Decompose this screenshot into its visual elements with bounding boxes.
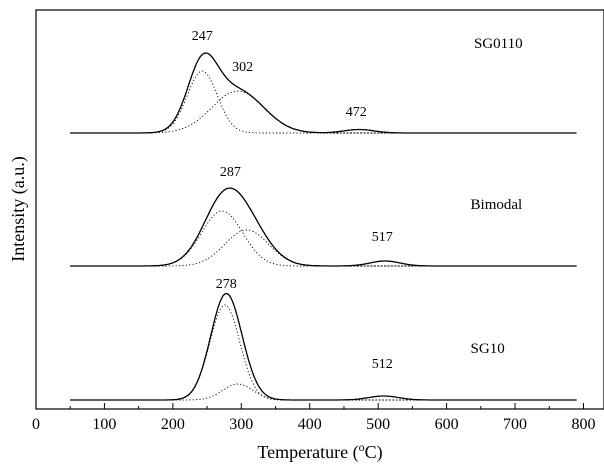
x-tick-label-500: 500 — [366, 416, 390, 433]
y-axis-title: Intensity (a.u.) — [8, 156, 29, 261]
x-tick-label-200: 200 — [161, 416, 185, 433]
series-label-bimodal: Bimodal — [471, 197, 523, 213]
peak-label-sg10-512: 512 — [372, 357, 393, 372]
x-axis-ticks: 0 100 200 300 400 500 600 700 800 — [32, 403, 595, 433]
peak-label-sg0110-247: 247 — [192, 29, 213, 44]
peak-label-sg10-278: 278 — [216, 277, 237, 292]
x-tick-label-400: 400 — [298, 416, 322, 433]
peak-label-sg0110-302: 302 — [232, 60, 253, 75]
curve-layer — [70, 52, 577, 401]
series-line-bimodal — [70, 187, 577, 267]
component-peak-sg0110-243 — [70, 70, 577, 134]
label-layer: SG0110 247 302 472 Bimodal 287 517 SG10 278 512 — [192, 29, 523, 372]
component-peak-bimodal-308 — [70, 229, 577, 267]
x-tick-label-800: 800 — [571, 416, 595, 433]
x-tick-label-100: 100 — [92, 416, 116, 433]
series-label-sg10: SG10 — [471, 341, 505, 357]
series-label-sg0110: SG0110 — [474, 36, 523, 52]
x-tick-label-300: 300 — [229, 416, 253, 433]
peak-label-sg0110-472: 472 — [346, 105, 367, 120]
peak-label-bimodal-517: 517 — [372, 230, 393, 245]
peak-label-bimodal-287: 287 — [220, 165, 241, 180]
x-axis-title: Temperature (oC) — [257, 440, 382, 463]
component-peak-bimodal-272 — [70, 210, 577, 267]
component-peak-sg10-295 — [70, 383, 577, 401]
x-axis-title-unit: C) — [365, 442, 383, 463]
component-peak-sg0110-295 — [70, 90, 577, 134]
x-tick-label-0: 0 — [32, 416, 40, 433]
series-line-sg10 — [70, 292, 577, 401]
x-tick-label-700: 700 — [503, 416, 527, 433]
plot-frame — [35, 9, 604, 410]
series-line-sg0110 — [70, 52, 577, 134]
x-axis-title-main: Temperature ( — [257, 442, 358, 463]
x-tick-label-600: 600 — [435, 416, 459, 433]
x-axis-title-degree: o — [359, 440, 365, 454]
